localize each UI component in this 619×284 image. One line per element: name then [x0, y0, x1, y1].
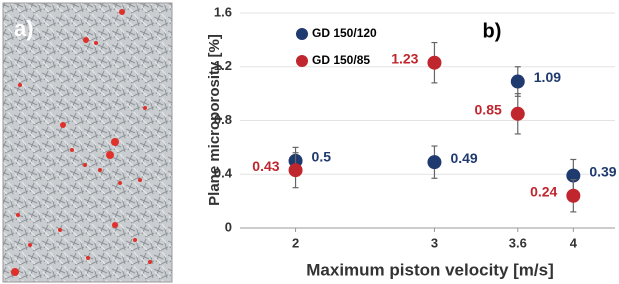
x-tick-label: 3: [431, 235, 438, 250]
panel-label: a): [14, 16, 34, 41]
x-tick-label: 4: [570, 235, 578, 250]
value-label: 0.39: [589, 163, 616, 179]
marker: [427, 155, 441, 169]
legend-label: GD 150/85: [312, 53, 370, 67]
legend-label: GD 150/120: [312, 26, 377, 40]
marker: [566, 189, 580, 203]
value-label: 0.85: [475, 101, 502, 117]
x-axis-title: Maximum piston velocity [m/s]: [306, 260, 554, 279]
y-tick-label: 0: [225, 219, 232, 234]
y-tick-label: 0.8: [214, 112, 232, 127]
y-tick-label: 0.4: [214, 166, 233, 181]
value-label: 0.49: [450, 150, 477, 166]
x-tick-label: 2: [292, 235, 299, 250]
marker: [511, 107, 525, 121]
legend-marker: [296, 55, 308, 67]
y-tick-label: 1.6: [214, 4, 232, 19]
value-label: 0.24: [530, 183, 557, 199]
marker: [289, 163, 303, 177]
x-tick-label: 3.6: [509, 235, 527, 250]
y-tick-label: 1.2: [214, 58, 232, 73]
value-label: 1.23: [391, 50, 418, 66]
marker: [511, 75, 525, 89]
panel-label: b): [483, 20, 502, 42]
value-label: 0.5: [312, 149, 332, 165]
value-label: 1.09: [534, 69, 561, 85]
value-label: 0.43: [252, 158, 279, 174]
legend-marker: [296, 28, 308, 40]
figure: a) Plane microporosity [%] Maximum pisto…: [0, 0, 619, 284]
micrograph: a): [3, 3, 172, 282]
marker: [427, 56, 441, 70]
